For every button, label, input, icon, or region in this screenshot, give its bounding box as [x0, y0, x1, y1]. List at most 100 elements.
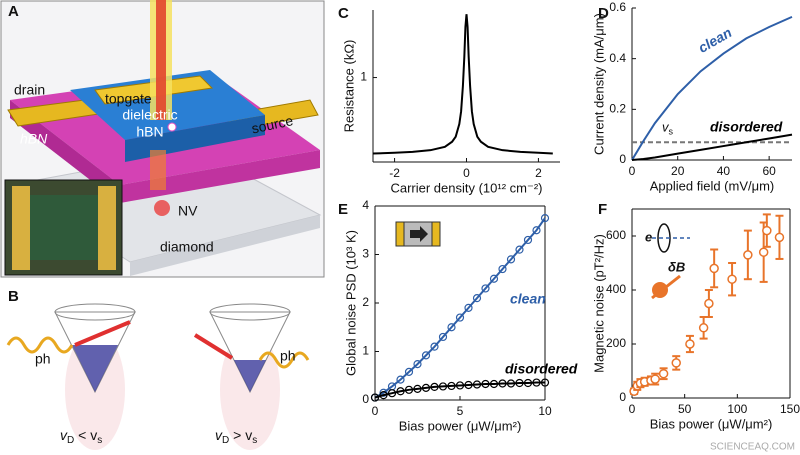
x-tick-label: 0	[629, 402, 636, 416]
marker	[532, 226, 541, 235]
marker	[430, 342, 439, 351]
point	[762, 225, 772, 236]
series-label: disordered	[505, 361, 578, 377]
marker	[464, 380, 473, 390]
y-axis-label: Resistance (kΩ)	[341, 40, 356, 133]
label: topgate	[105, 91, 152, 107]
x-tick-label: -2	[389, 166, 400, 180]
panel-label: C	[338, 5, 349, 22]
marker	[404, 367, 414, 376]
laser-core	[156, 0, 166, 120]
y-tick-label: 600	[606, 228, 626, 242]
phonon-wave	[6, 336, 74, 354]
marker	[498, 264, 507, 274]
marker	[387, 389, 397, 398]
marker	[438, 382, 448, 391]
series-label: disordered	[710, 119, 783, 135]
inset-e	[395, 221, 441, 247]
marker	[430, 382, 439, 392]
y-axis-label: Global noise PSD (10³ K)	[343, 230, 358, 376]
marker	[481, 379, 490, 389]
label: dielectric	[122, 107, 177, 123]
arrow	[74, 320, 131, 347]
x-tick-label: 10	[538, 404, 552, 418]
marker	[379, 388, 388, 397]
series-line	[631, 133, 793, 161]
panel-b: B ph ph vD < vs vD > vs	[6, 288, 310, 450]
label: s	[97, 435, 102, 446]
marker	[464, 303, 473, 312]
x-tick-label: 60	[762, 164, 776, 178]
laser-lower	[150, 150, 166, 190]
marker	[447, 323, 456, 332]
device-icon	[395, 221, 405, 247]
panel-label: E	[338, 201, 348, 218]
y-tick-label: 1	[360, 70, 367, 84]
marker	[455, 313, 465, 322]
y-tick-label: 0.4	[609, 51, 626, 65]
hbn-left	[10, 100, 120, 203]
y-tick-label: 4	[362, 198, 369, 212]
inset-channel	[30, 195, 98, 260]
y-tick-label: 400	[606, 282, 626, 296]
y-tick-label: 0	[619, 390, 626, 404]
marker	[481, 284, 490, 293]
x-tick-label: 20	[671, 164, 685, 178]
marker	[472, 380, 482, 389]
marker	[413, 384, 422, 393]
y-tick-label: 0.2	[609, 102, 626, 116]
marker	[523, 378, 533, 388]
hbn-front	[120, 150, 320, 203]
x-tick-label: 100	[727, 402, 747, 416]
label: v	[60, 427, 68, 443]
diamond-side	[130, 215, 320, 276]
marker	[506, 255, 516, 264]
marker	[489, 379, 499, 389]
x-tick-label: 0	[463, 166, 470, 180]
device-icon	[431, 221, 441, 247]
marker	[523, 235, 533, 245]
x-axis-label: Carrier density (10¹² cm⁻²)	[390, 180, 542, 195]
y-tick-label: 0	[362, 392, 369, 406]
label: < v	[74, 427, 97, 443]
x-tick-label: 5	[457, 404, 464, 418]
annotation: e	[645, 229, 652, 244]
point	[709, 263, 719, 274]
panel-a: A drain topgate dielectric hBN source hB…	[0, 0, 325, 278]
series-line	[372, 14, 553, 155]
y-tick-label: 2	[362, 295, 369, 309]
marker	[472, 294, 482, 303]
label: ph	[35, 351, 51, 367]
device-arrow	[410, 226, 428, 242]
y-tick-label: 200	[606, 336, 626, 350]
series-line	[374, 381, 545, 399]
phonon-wave	[258, 351, 310, 369]
inset-electrode	[12, 186, 30, 270]
condition: vD > vs	[215, 427, 257, 446]
label: drain	[14, 82, 45, 98]
marker	[540, 214, 550, 223]
label: NV	[178, 203, 198, 219]
x-tick-label: 0	[372, 404, 379, 418]
point	[727, 274, 737, 284]
inset-electrode	[98, 186, 116, 270]
cone-rim	[209, 303, 291, 321]
x-tick-label: 40	[717, 164, 731, 178]
x-tick-label: 50	[678, 402, 692, 416]
nv-center	[154, 200, 170, 216]
x-tick-label: 150	[780, 402, 800, 416]
inset-f	[651, 223, 690, 300]
panel-label: F	[598, 201, 607, 218]
point	[743, 250, 753, 260]
label: D	[222, 435, 229, 446]
marker	[379, 391, 388, 400]
marker	[506, 379, 516, 388]
marker	[404, 385, 414, 394]
y-tick-label: 0.6	[609, 0, 626, 14]
marker	[540, 378, 550, 387]
point	[698, 323, 709, 333]
marker	[421, 351, 431, 360]
label: hBN	[20, 131, 48, 147]
